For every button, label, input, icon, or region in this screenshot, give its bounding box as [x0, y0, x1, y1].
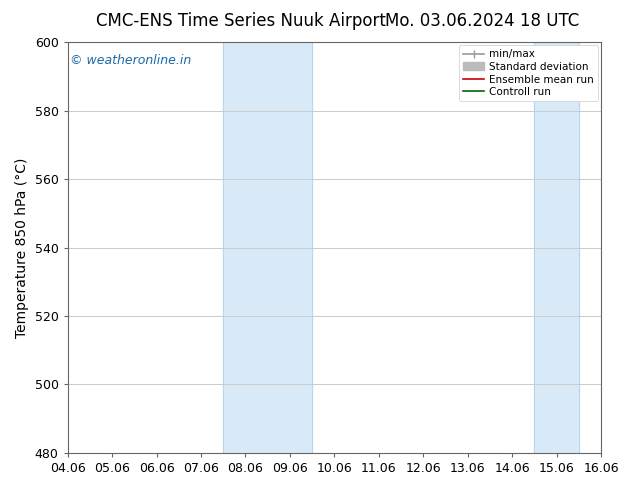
- Text: CMC-ENS Time Series Nuuk Airport: CMC-ENS Time Series Nuuk Airport: [96, 12, 386, 30]
- Legend: min/max, Standard deviation, Ensemble mean run, Controll run: min/max, Standard deviation, Ensemble me…: [459, 45, 598, 101]
- Bar: [223, 42, 312, 453]
- Text: Mo. 03.06.2024 18 UTC: Mo. 03.06.2024 18 UTC: [385, 12, 579, 30]
- Text: © weatheronline.in: © weatheronline.in: [70, 54, 191, 68]
- Bar: [534, 42, 579, 453]
- Y-axis label: Temperature 850 hPa (°C): Temperature 850 hPa (°C): [15, 157, 29, 338]
